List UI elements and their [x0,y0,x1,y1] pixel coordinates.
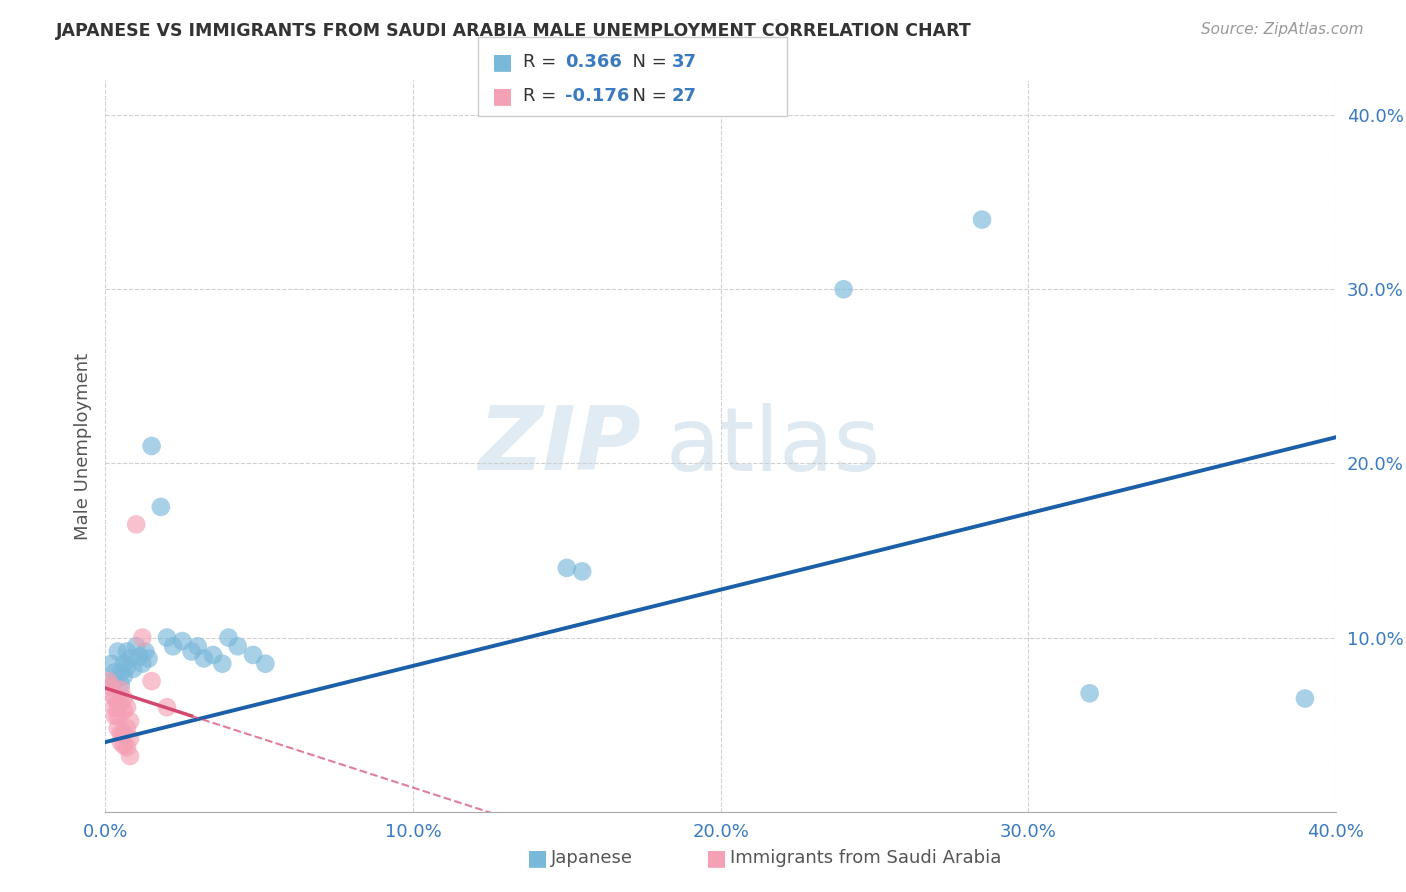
Point [149,500,172,514]
Point [112,669,135,683]
Point [115,660,138,674]
Text: Source: ZipAtlas.com: Source: ZipAtlas.com [1201,22,1364,37]
Point [107,721,129,735]
Point [110,677,132,691]
Point [110,682,132,697]
Point [156,700,179,714]
Point [156,631,179,645]
Text: N =: N = [621,54,673,71]
Point [112,726,135,740]
Point [125,517,148,532]
Point [1078,686,1101,700]
Text: -0.176: -0.176 [565,87,630,105]
Point [120,651,141,665]
Text: R =: R = [523,87,562,105]
Point [104,709,127,723]
Point [107,697,129,711]
Point [104,700,127,714]
Point [110,726,132,740]
Point [107,709,129,723]
Point [970,212,993,227]
Point [112,691,135,706]
Point [104,674,127,689]
Point [112,657,135,671]
Y-axis label: Male Unemployment: Male Unemployment [73,352,91,540]
Point [242,648,264,662]
Text: 37: 37 [672,54,697,71]
Text: ■: ■ [492,87,513,106]
Point [120,731,141,746]
Point [162,640,184,654]
Text: ■: ■ [492,53,513,72]
Text: JAPANESE VS IMMIGRANTS FROM SAUDI ARABIA MALE UNEMPLOYMENT CORRELATION CHART: JAPANESE VS IMMIGRANTS FROM SAUDI ARABIA… [56,22,972,40]
Point [112,739,135,753]
Point [187,640,209,654]
Point [115,700,138,714]
Point [122,662,145,676]
Point [555,561,578,575]
Point [218,631,240,645]
Point [202,648,225,662]
Point [131,631,153,645]
Point [97,674,120,689]
Point [120,714,141,728]
Point [110,697,132,711]
Point [832,282,855,296]
Point [115,740,138,755]
Point [107,644,129,658]
Point [100,679,122,693]
Point [134,644,156,658]
Point [125,640,148,654]
Point [115,644,138,658]
Point [104,665,127,680]
Point [110,665,132,680]
Text: N =: N = [621,87,673,105]
Point [100,657,122,671]
Point [110,735,132,749]
Text: ■: ■ [706,848,727,868]
Text: 0.366: 0.366 [565,54,621,71]
Text: ZIP: ZIP [478,402,641,490]
Point [226,640,249,654]
Point [141,674,163,689]
Point [112,704,135,718]
Point [180,644,202,658]
Text: atlas: atlas [665,402,880,490]
Text: Immigrants from Saudi Arabia: Immigrants from Saudi Arabia [730,849,1001,867]
Text: Japanese: Japanese [551,849,633,867]
Text: 27: 27 [672,87,697,105]
Point [141,439,163,453]
Point [131,657,153,671]
Point [128,649,150,664]
Point [138,651,160,665]
Point [100,686,122,700]
Point [1294,691,1316,706]
Point [193,651,215,665]
Point [104,691,127,706]
Point [211,657,233,671]
Point [120,749,141,764]
Point [115,721,138,735]
Text: ■: ■ [527,848,548,868]
Text: R =: R = [523,54,562,71]
Point [172,634,194,648]
Point [571,565,593,579]
Point [254,657,277,671]
